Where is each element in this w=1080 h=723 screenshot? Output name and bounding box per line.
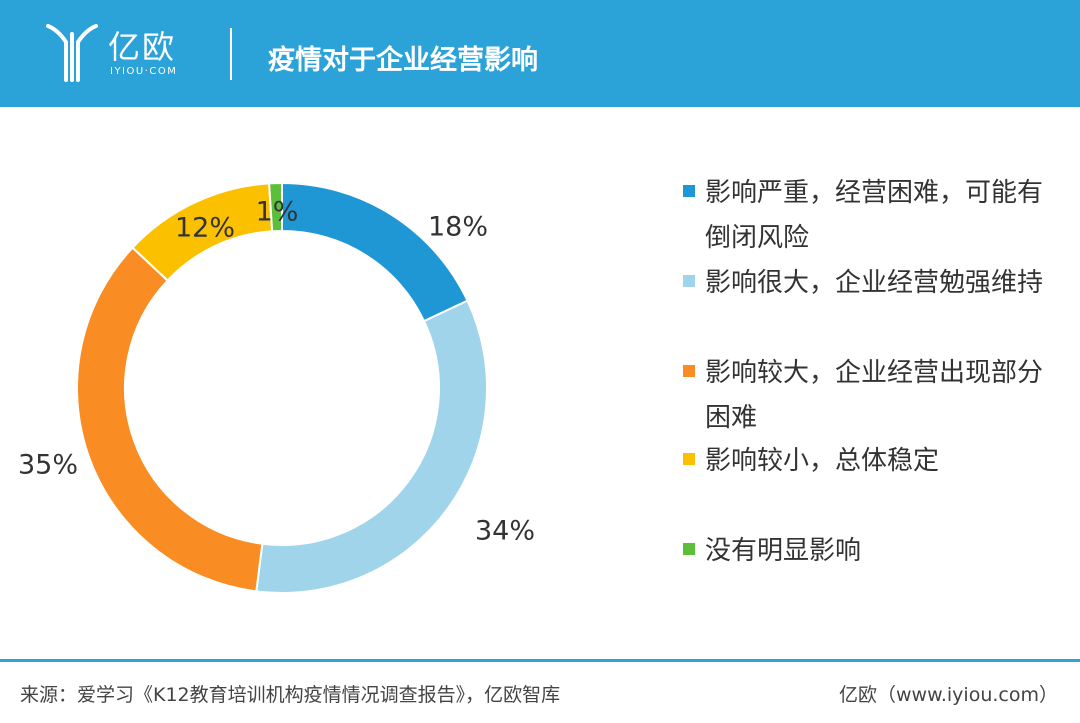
legend-swatch-large (683, 275, 695, 287)
legend-label-none: 没有明显影响 (705, 536, 862, 566)
site-credit: 亿欧（www.iyiou.com） (838, 684, 1058, 706)
donut-slice-moderate (76, 246, 264, 593)
legend-swatch-moderate (683, 365, 695, 377)
data-label-none: 1% (256, 197, 299, 228)
brand-logo: 亿欧 IYIOU·COM (44, 18, 194, 88)
logo-name: 亿欧 (108, 28, 177, 66)
logo-mark-icon (46, 24, 98, 82)
legend-swatch-minor (683, 453, 695, 465)
data-label-minor: 12% (175, 213, 235, 244)
source-note: 来源：爱学习《K12教育培训机构疫情情况调查报告》，亿欧智库 (20, 684, 561, 706)
legend-label-minor: 影响较小，总体稳定 (705, 446, 940, 476)
data-label-moderate: 35% (18, 450, 78, 481)
donut-slice-severe (281, 181, 469, 323)
legend-label-severe: 影响严重，经营困难，可能有倒闭风险 (705, 178, 1044, 253)
donut-slice-large (255, 299, 488, 594)
header-bar: 亿欧 IYIOU·COM 疫情对于企业经营影响 (0, 0, 1080, 107)
legend-label-large: 影响很大，企业经营勉强维持 (705, 268, 1044, 298)
legend-swatch-none (683, 543, 695, 555)
legend-label-moderate: 影响较大，企业经营出现部分困难 (705, 358, 1044, 433)
data-label-large: 34% (475, 516, 535, 547)
legend-swatch-severe (683, 185, 695, 197)
page-title: 疫情对于企业经营影响 (268, 45, 538, 76)
data-label-severe: 18% (428, 212, 488, 243)
header-divider (230, 28, 232, 80)
logo-subtitle: IYIOU·COM (110, 66, 178, 77)
donut-chart: 18% 34% 35% 12% 1% (18, 181, 535, 594)
donut-slice-none (268, 181, 283, 233)
footer-divider (0, 659, 1080, 662)
